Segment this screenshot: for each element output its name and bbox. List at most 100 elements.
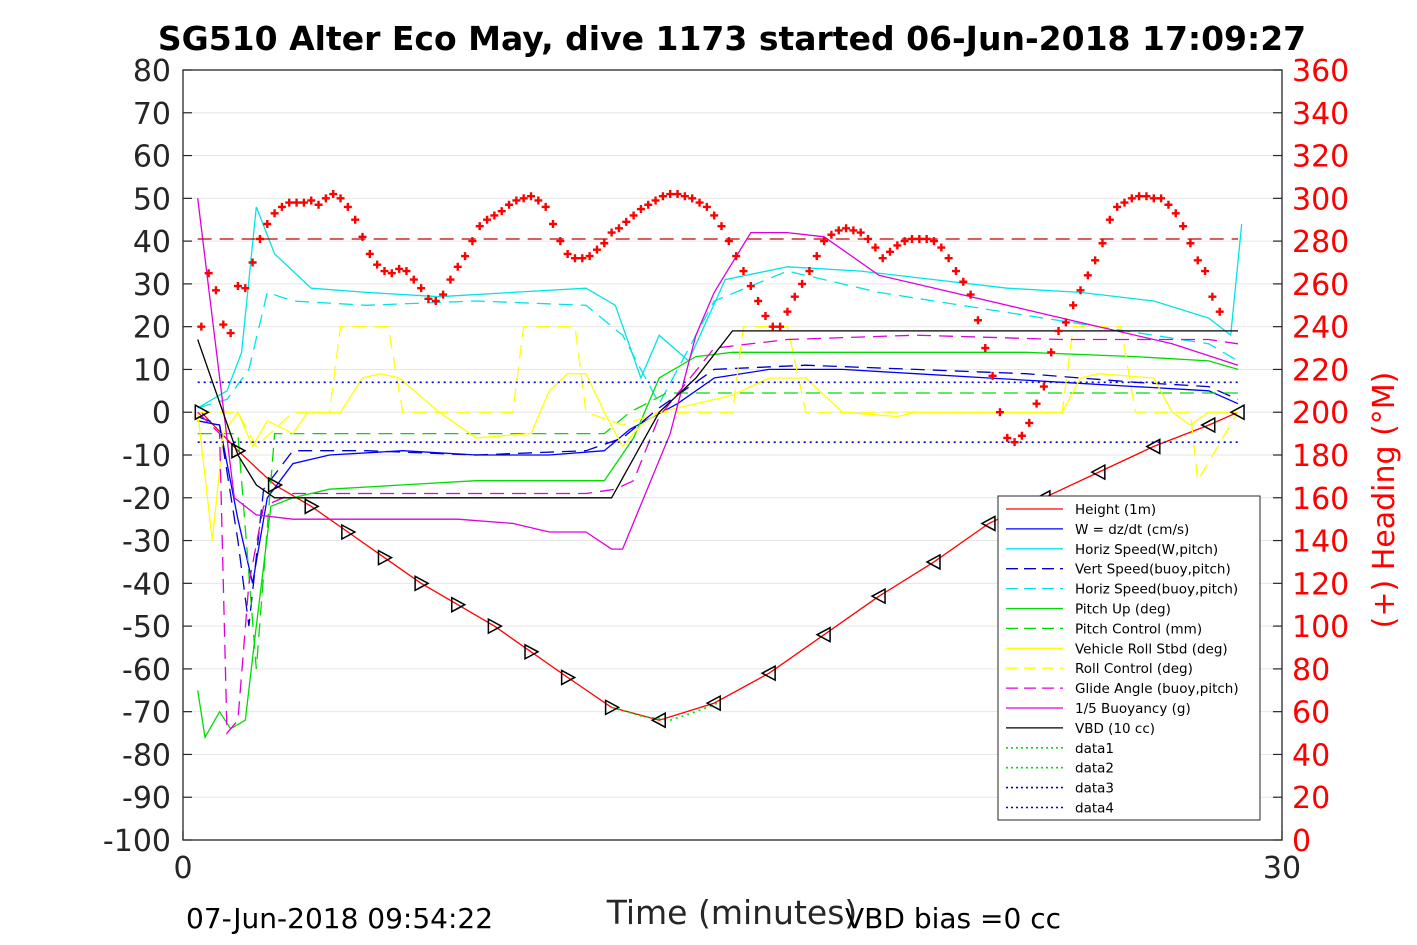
heading-point-134 <box>1179 222 1188 231</box>
y-tick-label-15: -70 <box>122 696 171 731</box>
heading-point-110 <box>1003 433 1012 442</box>
y2-tick-label-10: 160 <box>1292 482 1349 517</box>
heading-point-76 <box>754 297 763 305</box>
legend-box <box>997 495 1261 821</box>
heading-point-60 <box>636 205 645 214</box>
depth-marker-17 <box>925 553 941 571</box>
heading-point-135 <box>1186 239 1195 248</box>
heading-point-10 <box>270 209 279 218</box>
heading-point-36 <box>461 252 470 261</box>
legend-label-2: Horiz Speed(W,pitch) <box>1075 542 1218 558</box>
y2-tick-label-6: 240 <box>1292 311 1349 346</box>
heading-point-81 <box>790 292 799 301</box>
heading-point-93 <box>878 254 887 263</box>
heading-point-123 <box>1098 239 1107 248</box>
heading-layer <box>197 190 1239 447</box>
heading-point-114 <box>1032 399 1041 408</box>
depth-marker-12 <box>650 711 666 729</box>
y-tick-label-9: -10 <box>122 439 171 474</box>
heading-point-8 <box>255 234 264 243</box>
depth-marker-6 <box>414 575 430 592</box>
heading-point-59 <box>629 211 638 220</box>
depth-marker-9 <box>524 643 540 661</box>
legend-label-5: Pitch Up (deg) <box>1075 602 1171 618</box>
heading-point-51 <box>570 254 579 263</box>
heading-point-112 <box>1017 431 1026 440</box>
heading-point-20 <box>343 202 352 211</box>
heading-point-87 <box>834 226 843 235</box>
heading-point-50 <box>563 249 572 258</box>
heading-point-43 <box>512 196 521 205</box>
heading-point-95 <box>893 241 902 250</box>
heading-point-89 <box>849 226 858 235</box>
heading-point-26 <box>387 269 396 278</box>
heading-point-45 <box>527 192 536 201</box>
heading-point-125 <box>1113 202 1122 211</box>
heading-point-67 <box>688 194 697 203</box>
heading-point-12 <box>285 198 294 207</box>
y2-tick-label-1: 340 <box>1292 97 1349 132</box>
heading-point-56 <box>607 228 616 237</box>
depth-marker-8 <box>487 617 503 635</box>
heading-point-111 <box>1010 438 1019 447</box>
heading-point-91 <box>864 234 873 243</box>
heading-point-31 <box>424 294 433 303</box>
series-line-4 <box>197 270 1239 409</box>
legend-label-12: data1 <box>1075 741 1114 757</box>
heading-point-124 <box>1105 215 1114 224</box>
heading-point-92 <box>871 243 880 252</box>
heading-point-28 <box>402 267 411 276</box>
y-tick-label-17: -90 <box>122 781 171 816</box>
depth-marker-11 <box>604 699 621 716</box>
legend-label-9: Glide Angle (buoy,pitch) <box>1075 681 1239 697</box>
depth-marker-22 <box>1200 416 1216 434</box>
heading-point-84 <box>812 252 821 261</box>
series-line-10 <box>197 198 1239 550</box>
heading-point-44 <box>519 194 528 203</box>
heading-point-75 <box>746 282 755 291</box>
heading-point-6 <box>241 284 250 293</box>
heading-point-18 <box>329 190 338 199</box>
depth-marker-1 <box>231 442 247 459</box>
heading-point-14 <box>299 198 308 207</box>
heading-point-118 <box>1061 318 1070 327</box>
heading-point-74 <box>739 267 748 276</box>
heading-point-103 <box>951 267 960 276</box>
heading-point-97 <box>908 234 917 243</box>
heading-point-55 <box>600 239 609 248</box>
heading-point-4 <box>226 329 235 338</box>
heading-point-24 <box>373 260 382 269</box>
heading-point-86 <box>827 230 836 239</box>
y2-tick-label-15: 60 <box>1292 696 1330 731</box>
heading-point-52 <box>578 254 587 263</box>
legend-label-11: VBD (10 cc) <box>1075 721 1155 737</box>
legend-label-3: Vert Speed(buoy,pitch) <box>1075 562 1231 578</box>
heading-point-32 <box>431 297 440 305</box>
heading-point-119 <box>1069 301 1078 310</box>
footer-vbd-bias: VBD bias =0 cc <box>845 902 1061 935</box>
x-tick-label-0: 0 <box>173 851 192 886</box>
heading-point-88 <box>842 224 851 233</box>
heading-point-78 <box>768 322 777 331</box>
heading-point-116 <box>1047 348 1056 357</box>
series-line-12 <box>611 702 719 722</box>
y2-tick-label-8: 200 <box>1292 396 1349 431</box>
heading-point-72 <box>724 237 733 246</box>
heading-point-64 <box>666 190 675 199</box>
heading-point-80 <box>783 307 792 316</box>
heading-point-133 <box>1171 209 1180 218</box>
legend-label-14: data3 <box>1075 781 1114 797</box>
heading-point-54 <box>592 245 601 254</box>
heading-point-33 <box>439 290 448 299</box>
heading-point-13 <box>292 198 301 207</box>
y2-tick-label-5: 260 <box>1292 268 1349 303</box>
y2-tick-label-2: 320 <box>1292 140 1349 175</box>
heading-point-104 <box>959 277 968 286</box>
y-tick-label-7: 10 <box>133 353 171 388</box>
depth-marker-16 <box>870 587 886 605</box>
y-tick-label-6: 20 <box>133 311 171 346</box>
heading-point-128 <box>1135 192 1144 201</box>
heading-point-69 <box>702 202 711 211</box>
heading-point-138 <box>1208 292 1217 301</box>
depth-marker-10 <box>560 669 577 686</box>
